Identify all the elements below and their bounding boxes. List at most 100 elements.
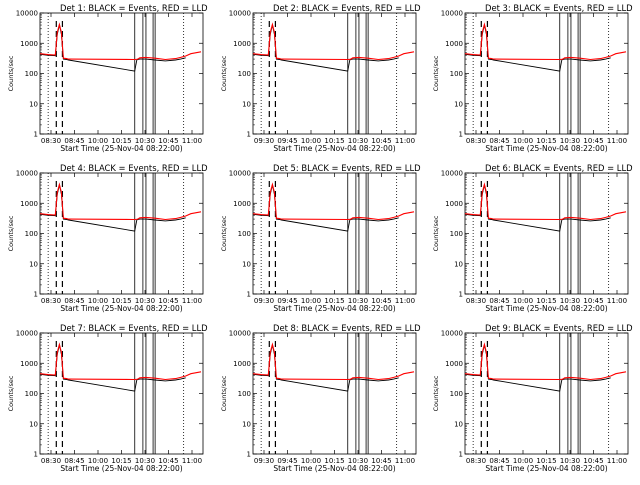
plot-frame xyxy=(464,172,629,295)
lld-series-line xyxy=(39,182,202,221)
x-tick-label: 11:00 xyxy=(607,137,627,145)
y-axis-label: Counts/sec xyxy=(7,375,15,411)
x-tick-label: 08:45 xyxy=(489,457,509,465)
y-tick-label: 10000 xyxy=(229,10,251,18)
y-tick-label: 100 xyxy=(25,230,38,238)
plot-frame xyxy=(39,12,204,135)
x-tick-label: 08:30 xyxy=(41,457,61,465)
chart-title: Det 2: BLACK = Events, RED = LLD xyxy=(273,3,421,13)
y-axis-label: Counts/sec xyxy=(7,215,15,251)
x-tick-label: 10:30 xyxy=(560,297,580,305)
x-tick-label: 10:45 xyxy=(158,137,178,145)
x-tick-label: 10:45 xyxy=(158,457,178,465)
x-tick-label: 10:15 xyxy=(111,137,131,145)
x-tick-label: 09:45 xyxy=(277,297,297,305)
x-tick-label: 10:15 xyxy=(536,457,556,465)
x-tick-label: 10:45 xyxy=(371,297,391,305)
x-tick-label: 10:45 xyxy=(371,137,391,145)
plot-frame xyxy=(39,172,204,295)
x-tick-label: 10:30 xyxy=(348,297,368,305)
y-tick-label: 1000 xyxy=(20,360,38,368)
x-tick-label: 08:45 xyxy=(489,297,509,305)
x-axis-label: Start Time (25-Nov-04 08:22:00) xyxy=(485,144,607,153)
x-tick-label: 10:15 xyxy=(111,457,131,465)
x-tick-label: 11:00 xyxy=(607,457,627,465)
y-tick-label: 10 xyxy=(242,420,251,428)
y-tick-label: 10000 xyxy=(16,330,38,338)
x-tick-label: 09:45 xyxy=(277,137,297,145)
y-tick-label: 1000 xyxy=(20,40,38,48)
y-tick-label: 100 xyxy=(450,390,463,398)
plot-frame xyxy=(252,332,417,455)
y-tick-label: 10000 xyxy=(441,10,463,18)
plot-frame xyxy=(252,172,417,295)
x-tick-label: 11:00 xyxy=(607,297,627,305)
y-tick-label: 100 xyxy=(25,390,38,398)
y-tick-label: 10 xyxy=(242,260,251,268)
x-axis-label: Start Time (25-Nov-04 08:22:00) xyxy=(60,464,182,473)
y-tick-label: 1 xyxy=(459,451,463,459)
x-tick-label: 10:30 xyxy=(348,137,368,145)
chart-panel: Det 1: BLACK = Events, RED = LLD 1 10 100 10… xyxy=(7,3,208,153)
x-tick-label: 10:00 xyxy=(88,137,108,145)
x-tick-label: 10:30 xyxy=(135,137,155,145)
x-tick-label: 10:30 xyxy=(135,457,155,465)
x-tick-label: 10:15 xyxy=(536,297,556,305)
x-tick-label: 11:00 xyxy=(395,297,415,305)
y-tick-label: 1 xyxy=(34,451,38,459)
x-tick-label: 10:30 xyxy=(348,457,368,465)
x-tick-label: 10:30 xyxy=(135,297,155,305)
x-axis-label: Start Time (25-Nov-04 08:22:00) xyxy=(273,144,395,153)
y-tick-label: 10 xyxy=(454,260,463,268)
x-tick-label: 10:45 xyxy=(158,297,178,305)
y-tick-label: 1 xyxy=(459,291,463,299)
y-tick-label: 10000 xyxy=(441,170,463,178)
y-tick-label: 10 xyxy=(29,260,38,268)
lld-series-line xyxy=(252,182,415,221)
y-axis-label: Counts/sec xyxy=(432,375,440,411)
chart-panel: Det 9: BLACK = Events, RED = LLD 1 10 100 10… xyxy=(432,323,633,473)
x-tick-label: 10:00 xyxy=(513,457,533,465)
y-axis-label: Counts/sec xyxy=(432,55,440,91)
x-tick-label: 08:30 xyxy=(41,297,61,305)
x-tick-label: 08:45 xyxy=(64,137,84,145)
x-tick-label: 08:45 xyxy=(489,137,509,145)
y-tick-label: 1000 xyxy=(233,360,251,368)
y-tick-label: 10000 xyxy=(16,10,38,18)
x-tick-label: 08:45 xyxy=(64,457,84,465)
y-axis-label: Counts/sec xyxy=(220,55,228,91)
y-axis-label: Counts/sec xyxy=(220,375,228,411)
x-tick-label: 08:30 xyxy=(466,457,486,465)
x-tick-label: 10:15 xyxy=(324,297,344,305)
x-tick-label: 11:00 xyxy=(182,297,202,305)
x-tick-label: 10:45 xyxy=(583,137,603,145)
y-tick-label: 1000 xyxy=(445,200,463,208)
chart-title: Det 8: BLACK = Events, RED = LLD xyxy=(273,323,421,333)
y-tick-label: 10 xyxy=(454,420,463,428)
y-tick-label: 1 xyxy=(34,131,38,139)
x-tick-label: 11:00 xyxy=(395,137,415,145)
x-tick-label: 09:30 xyxy=(254,457,274,465)
chart-panel: Det 3: BLACK = Events, RED = LLD 1 10 100 10… xyxy=(432,3,633,153)
x-tick-label: 08:30 xyxy=(41,137,61,145)
x-tick-label: 10:00 xyxy=(513,137,533,145)
x-tick-label: 10:15 xyxy=(324,137,344,145)
plot-frame xyxy=(464,332,629,455)
x-tick-label: 10:15 xyxy=(324,457,344,465)
y-tick-label: 10000 xyxy=(16,170,38,178)
chart-title: Det 7: BLACK = Events, RED = LLD xyxy=(60,323,208,333)
lld-series-line xyxy=(464,22,627,61)
x-tick-label: 10:00 xyxy=(88,457,108,465)
y-tick-label: 10000 xyxy=(229,330,251,338)
y-tick-label: 100 xyxy=(238,230,251,238)
chart-title: Det 5: BLACK = Events, RED = LLD xyxy=(273,163,421,173)
y-tick-label: 1000 xyxy=(233,200,251,208)
x-tick-label: 08:30 xyxy=(466,137,486,145)
chart-title: Det 4: BLACK = Events, RED = LLD xyxy=(60,163,208,173)
y-axis-label: Counts/sec xyxy=(432,215,440,251)
y-tick-label: 1000 xyxy=(445,40,463,48)
x-axis-label: Start Time (25-Nov-04 08:22:00) xyxy=(60,144,182,153)
x-tick-label: 10:30 xyxy=(560,137,580,145)
